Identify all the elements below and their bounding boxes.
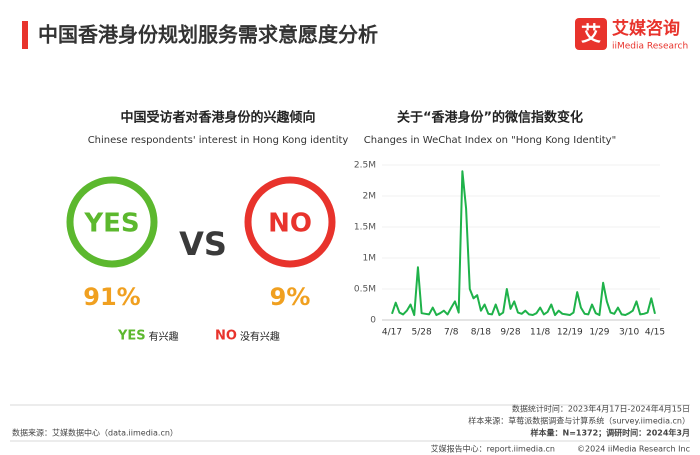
y-tick-label: 2.5M — [354, 161, 376, 171]
legend-label: 有兴趣 — [149, 330, 179, 343]
x-tick-label: 4/17 — [382, 328, 402, 338]
percent-label: 91% — [83, 283, 140, 311]
x-tick-label: 11/8 — [530, 328, 550, 338]
badge-ring — [66, 176, 158, 268]
legend-badge: YES — [117, 329, 146, 344]
page-title: 中国香港身份规划服务需求意愿度分析 — [38, 23, 378, 47]
legend-badge: NO — [215, 329, 237, 344]
chart-title: 关于“香港身份”的微信指数变化 — [397, 110, 583, 126]
x-tick-label: 7/8 — [444, 328, 459, 338]
panel-title: 中国受访者对香港身份的兴趣倾向 — [120, 110, 315, 126]
badge-text: YES — [83, 209, 139, 239]
x-tick-label: 4/15 — [645, 328, 665, 338]
logo-box — [575, 18, 607, 50]
x-tick-label: 12/19 — [557, 328, 583, 338]
x-tick-label: 8/18 — [471, 328, 491, 338]
percent-label: 9% — [270, 283, 311, 311]
data-line — [391, 170, 656, 317]
footer-sample-source: 样本来源：草莓派数据调查与计算系统（survey.iimedia.cn） — [468, 416, 690, 426]
line-chart: 0 0.5M 1M 1.5M 2M 2.5M 4/17 5/28 7/8 8/18 9/28 11/8… — [354, 161, 665, 338]
x-tick-label: 9/28 — [500, 328, 520, 338]
footer-report-center: 艾媒报告中心：report.iimedia.cn — [431, 444, 555, 454]
logo-name: 艾媒咨询 — [612, 18, 680, 39]
footer-source: 数据来源：艾媒数据中心（data.iimedia.cn） — [12, 428, 178, 438]
y-tick-label: 0.5M — [354, 285, 376, 295]
y-tick-label: 1.5M — [354, 223, 376, 233]
title-accent — [22, 21, 28, 49]
logo-sub: iiMedia Research — [612, 42, 688, 52]
x-tick-label: 1/29 — [589, 328, 609, 338]
footer-period: 数据统计时间：2023年4月17日-2024年4月15日 — [512, 404, 690, 414]
chart-subtitle: Changes in WeChat Index on "Hong Kong Id… — [364, 135, 616, 146]
vs-label: VS — [179, 225, 227, 263]
logo-mark: 艾 — [581, 22, 601, 46]
y-tick-label: 0 — [370, 316, 376, 326]
x-tick-label: 3/10 — [619, 328, 639, 338]
panel-subtitle: Chinese respondents' interest in Hong Ko… — [88, 135, 349, 146]
x-tick-label: 5/28 — [412, 328, 432, 338]
footer-sample-size: 样本量：N=1372；调研时间：2024年3月 — [531, 428, 691, 439]
badge-text: NO — [268, 209, 312, 239]
y-tick-label: 2M — [363, 192, 377, 202]
badge-ring — [244, 176, 336, 268]
footer-copyright: ©2024 iiMedia Research Inc — [577, 445, 690, 454]
y-tick-label: 1M — [363, 254, 377, 264]
legend-label: 没有兴趣 — [240, 330, 280, 343]
